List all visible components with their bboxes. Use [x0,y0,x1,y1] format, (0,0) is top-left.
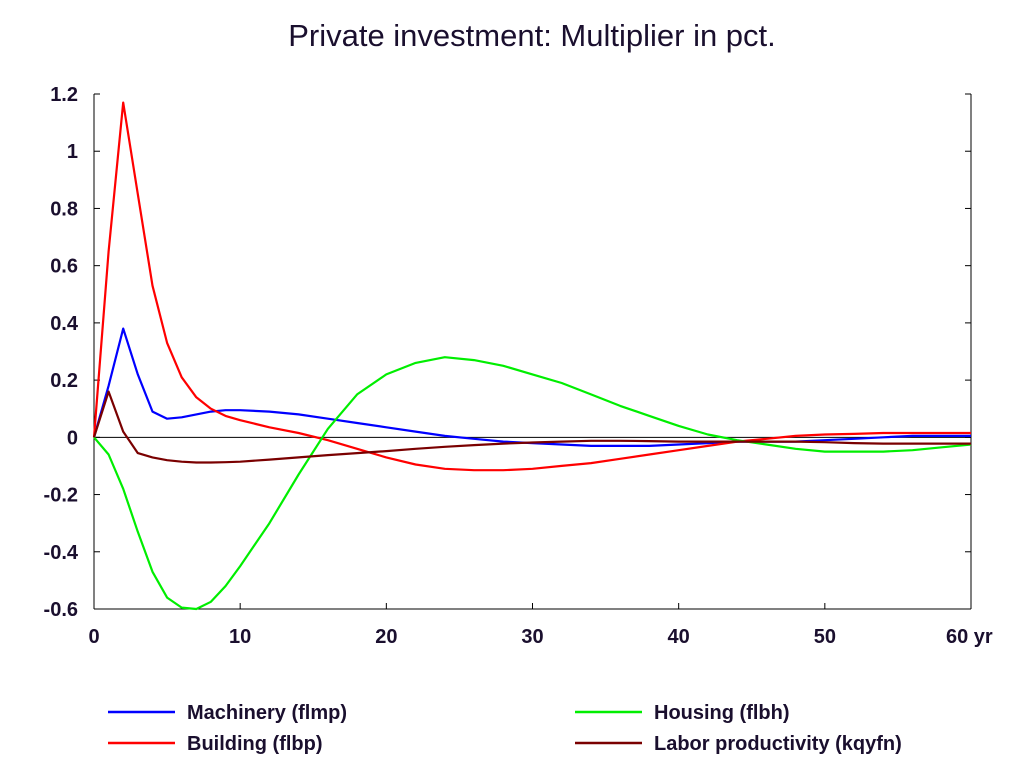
y-tick-label: -0.4 [44,542,79,564]
x-tick-label: 50 [814,626,836,648]
series-line-3 [93,356,972,611]
axes: -0.6 -0.4 -0.2 0 0.2 0.4 0.6 0.8 1 1.2 0 10 20 30 40 50… [44,84,993,648]
x-tick-label: 30 [521,626,543,648]
legend-label-2: Building (flbp) [187,733,323,755]
series-line-1 [92,327,971,447]
y-tick-label: 0.6 [50,256,78,278]
series-line-4 [92,390,971,464]
chart-title: Private investment: Multiplier in pct. [288,18,776,53]
y-tick-label: -0.2 [44,485,78,507]
y-tick-label: 0 [67,427,78,449]
series-layer [92,101,972,611]
y-tick-label: 0.4 [50,313,79,335]
legend-label-1: Machinery (flmp) [187,702,347,724]
legend: Machinery (flmp) Building (flbp) Housing (… [108,702,902,755]
x-tick-label: 40 [668,626,690,648]
y-tick-label: 0.2 [50,370,78,392]
x-tick-label: 60 yr [946,626,993,648]
y-tick-label: 0.8 [50,198,78,220]
x-tick-label: 0 [88,626,99,648]
y-tick-label: -0.6 [44,599,78,621]
x-tick-label: 20 [375,626,397,648]
series-line-2 [92,101,971,472]
x-tick-label: 10 [229,626,251,648]
legend-label-4: Labor productivity (kqyfn) [654,733,902,755]
legend-label-3: Housing (flbh) [654,702,790,724]
y-tick-label: 1.2 [50,84,78,106]
y-tick-label: 1 [67,141,78,163]
